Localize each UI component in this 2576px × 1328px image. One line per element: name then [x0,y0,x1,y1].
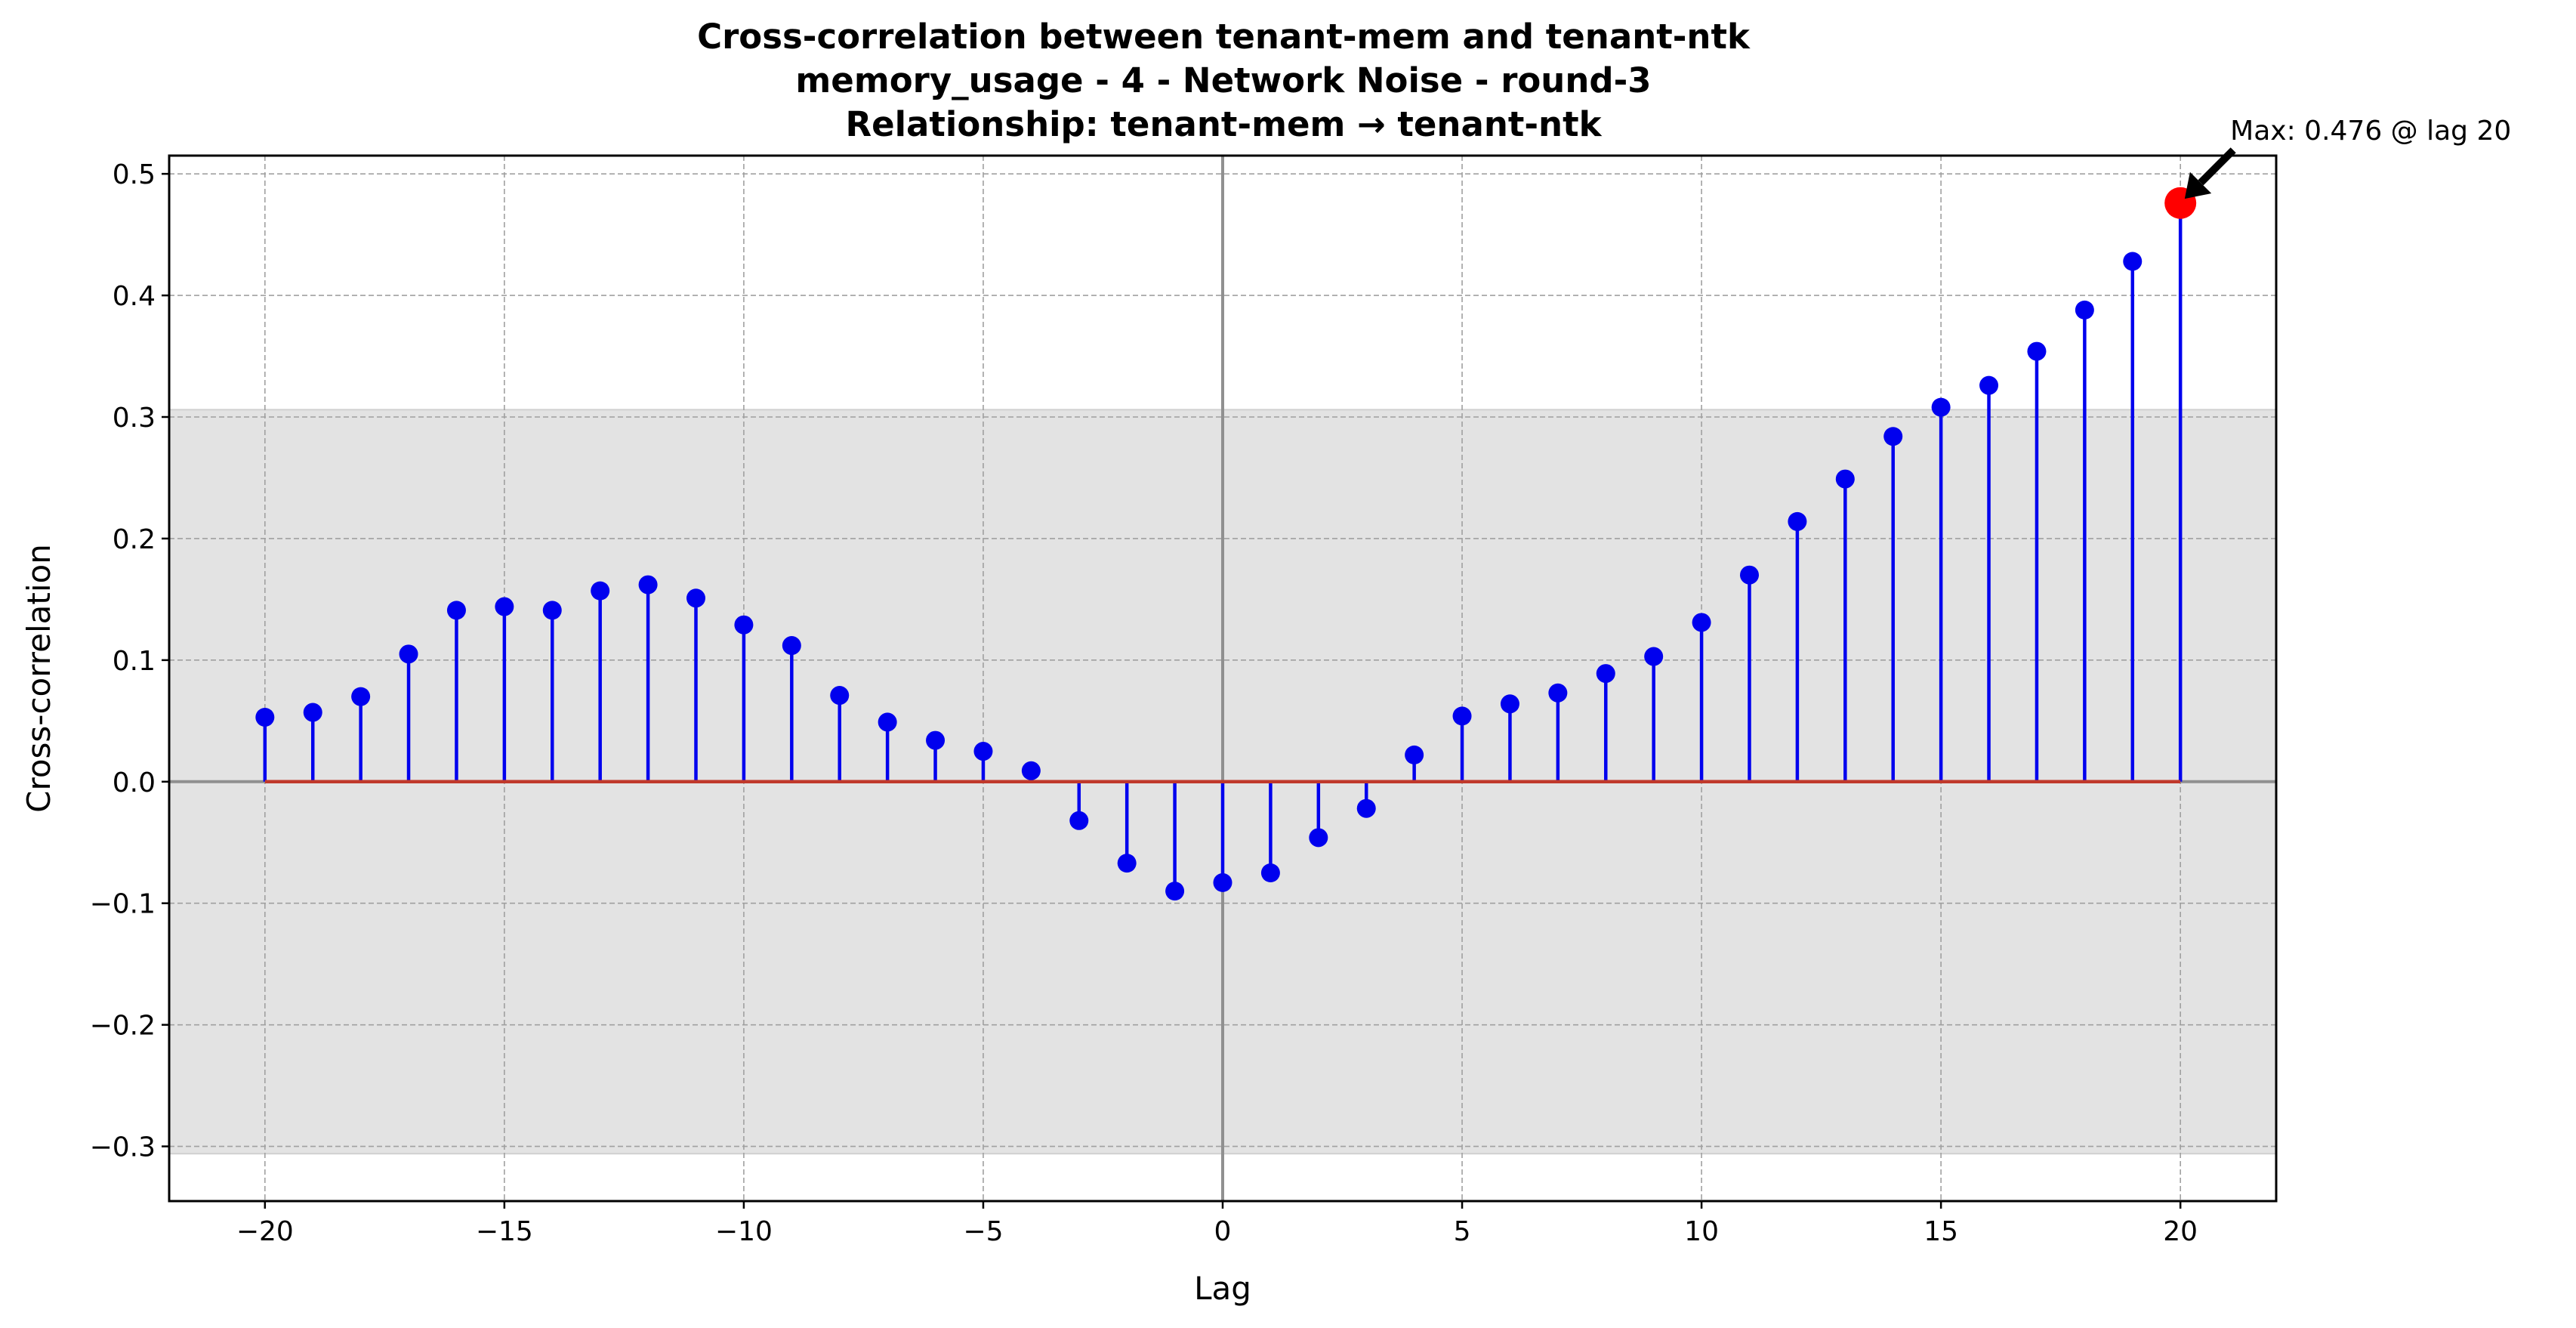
x-tick-label: −10 [715,1216,773,1247]
y-tick-label: 0.5 [113,159,156,190]
chart-title-line-2: memory_usage - 4 - Network Noise - round… [795,60,1651,100]
annotation-layer: Max: 0.476 @ lag 20 [2184,116,2511,199]
stem-layer [263,202,2183,891]
data-point-marker [303,703,322,722]
data-point-marker [1979,375,1999,395]
data-point-marker [2075,300,2094,320]
data-point-marker [399,644,418,664]
max-annotation-text: Max: 0.476 @ lag 20 [2230,116,2511,147]
tick-layer: −20 −15 −10 −5 0 5 10 15 20 −0.3 −0.2 −0.1 0.0 0.1 0.2… [90,159,2198,1247]
data-point-marker [1069,811,1089,830]
data-point-marker [1165,882,1185,901]
chart-title-line-1: Cross-correlation between tenant-mem and… [697,17,1751,57]
data-point-marker [1405,745,1424,764]
data-point-marker [1644,647,1664,666]
data-point-marker [734,615,754,635]
data-point-marker [1788,511,1807,531]
data-point-marker [2123,252,2143,271]
data-point-marker [1692,613,1711,632]
y-tick-label: 0.1 [113,646,156,677]
data-point-marker [638,575,658,595]
x-tick-label: 0 [1214,1216,1232,1247]
data-point-marker [1356,798,1376,818]
y-tick-label: 0.3 [113,403,156,434]
x-tick-label: 20 [2163,1216,2198,1247]
chart-title-line-3: Relationship: tenant-mem → tenant-ntk [845,104,1602,144]
data-point-marker [973,742,993,761]
x-tick-label: 15 [1924,1216,1958,1247]
marker-layer [255,187,2197,901]
y-tick-label: −0.2 [90,1011,156,1042]
y-tick-label: 0.0 [113,767,156,798]
data-point-marker [255,707,275,727]
data-point-marker [591,581,610,601]
data-point-marker [1452,706,1472,726]
x-tick-label: 5 [1454,1216,1471,1247]
data-point-marker [351,687,371,706]
annotation-arrow-head [2184,171,2212,199]
data-point-marker [1500,694,1519,714]
data-point-marker [926,730,946,750]
data-point-marker [1117,854,1137,873]
data-point-marker [1931,397,1951,417]
x-axis-label: Lag [1194,1270,1251,1307]
y-tick-label: 0.2 [113,524,156,555]
data-point-marker [686,588,705,608]
y-tick-label: 0.4 [113,281,156,312]
y-tick-label: −0.3 [90,1132,156,1163]
x-tick-label: 10 [1684,1216,1719,1247]
data-point-marker [1596,664,1615,684]
data-point-marker [1548,683,1568,703]
data-point-marker [1021,761,1041,780]
data-point-marker [542,601,562,620]
data-point-marker [495,597,514,616]
data-point-marker [1213,872,1232,892]
x-tick-label: −5 [963,1216,1003,1247]
data-point-marker [1740,565,1759,585]
data-point-marker [1260,863,1280,882]
data-point-marker [1835,469,1855,489]
data-point-marker [782,636,801,656]
data-point-marker [446,601,466,620]
data-point-marker [830,686,850,706]
x-tick-label: −20 [236,1216,294,1247]
y-tick-label: −0.1 [90,889,156,920]
x-tick-label: −15 [476,1216,533,1247]
data-point-marker [1309,828,1328,848]
y-axis-label: Cross-correlation [20,544,57,813]
data-point-marker [878,712,897,732]
data-point-marker [2027,341,2047,361]
data-point-marker [1883,427,1903,446]
